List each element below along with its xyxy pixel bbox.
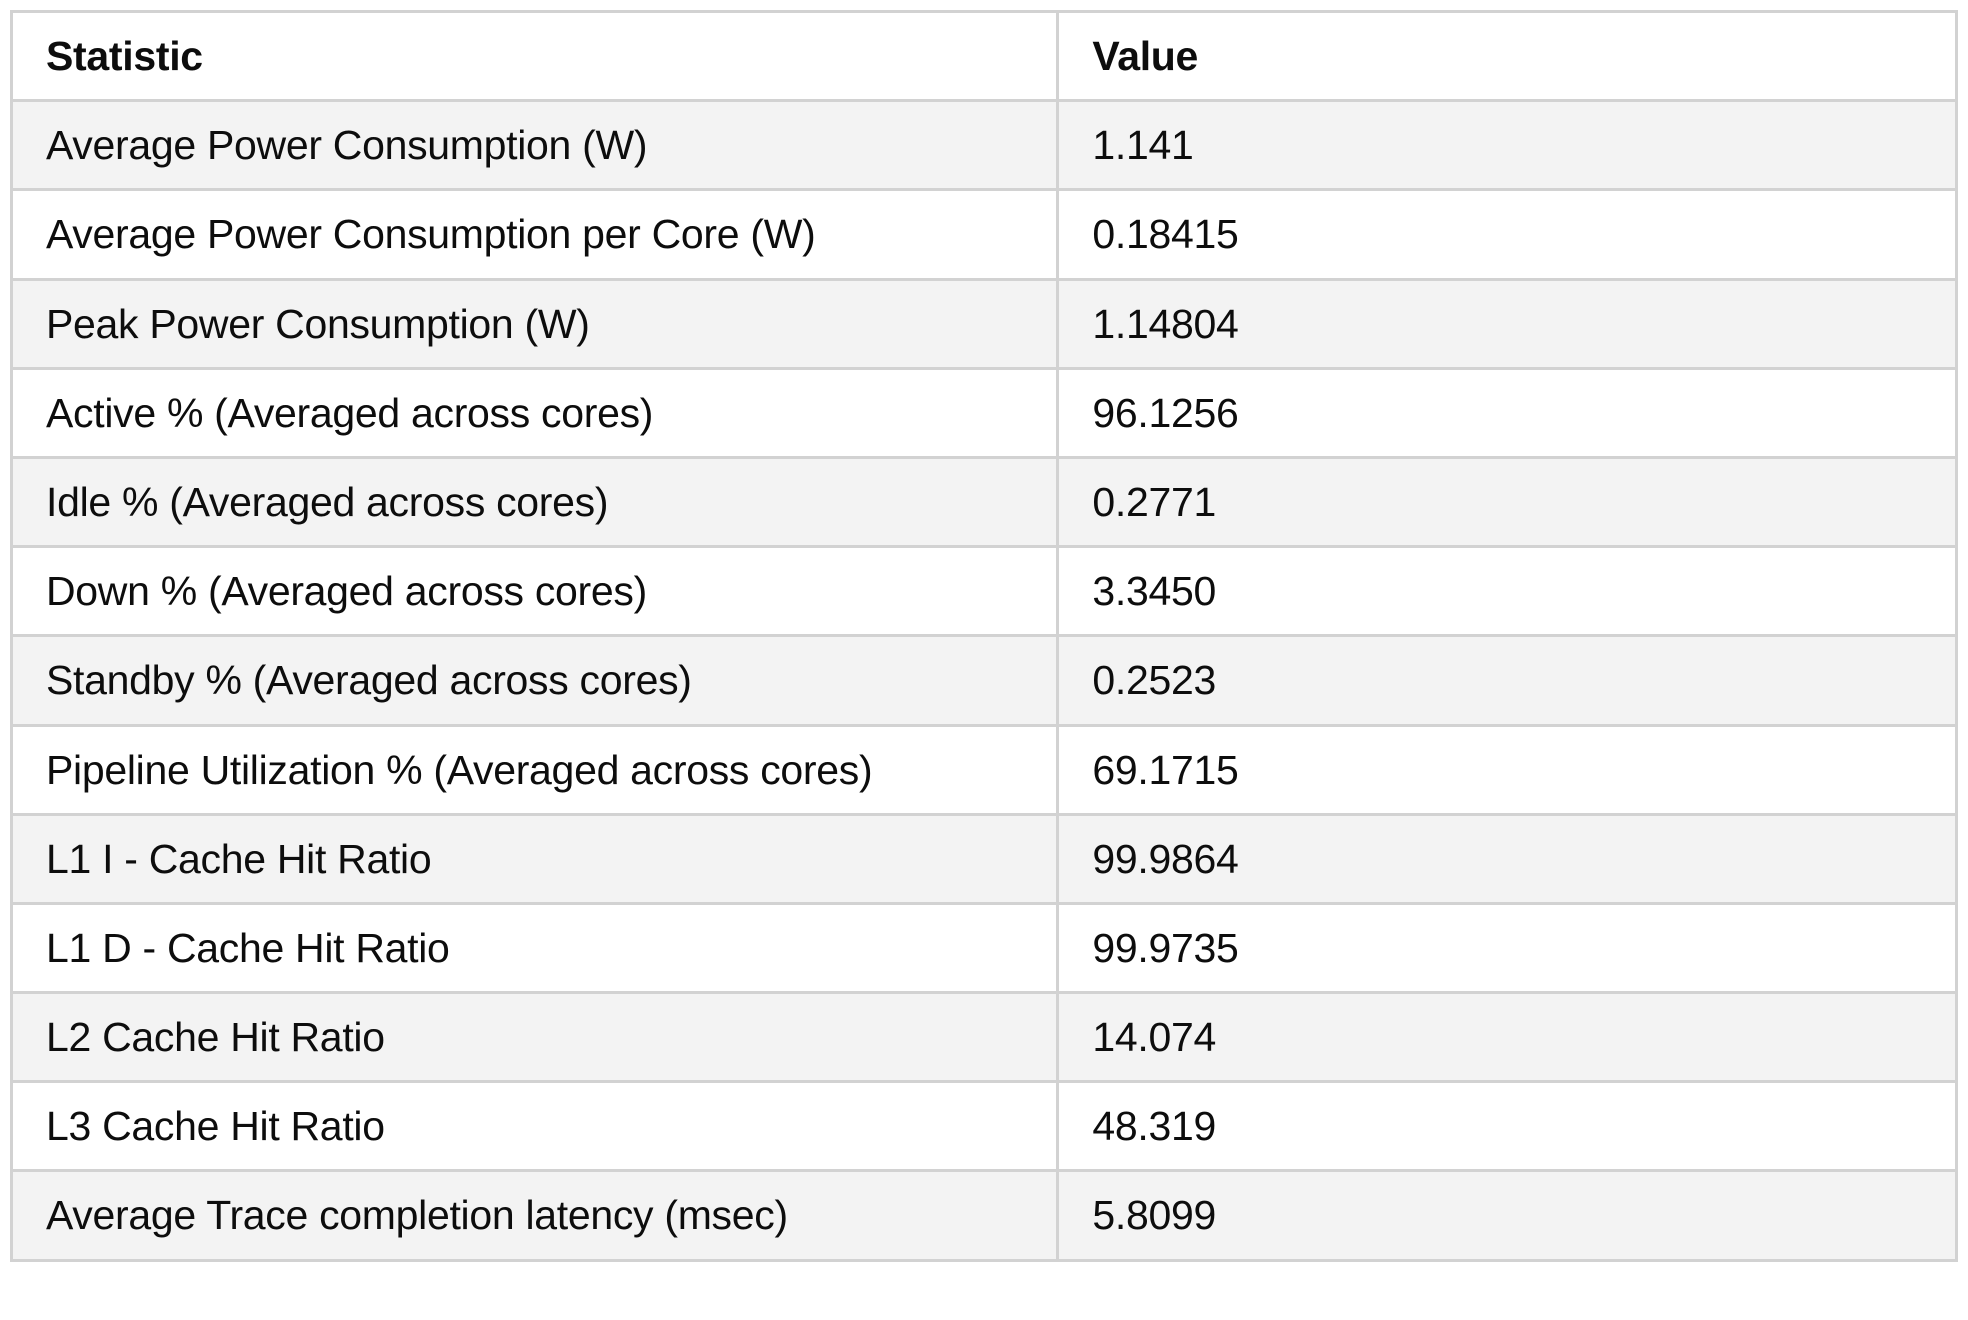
value-cell: 1.14804 — [1056, 277, 1958, 370]
value-cell: 69.1715 — [1056, 723, 1958, 816]
statistic-cell: Average Power Consumption per Core (W) — [9, 188, 1060, 281]
value-cell: 96.1256 — [1056, 366, 1958, 459]
value-column-header: Value — [1056, 9, 1958, 103]
table-row: L3 Cache Hit Ratio 48.319 — [9, 1080, 1958, 1173]
statistic-column-header: Statistic — [9, 9, 1060, 103]
value-cell: 3.3450 — [1056, 545, 1958, 638]
value-cell: 48.319 — [1056, 1080, 1958, 1173]
table-row: Peak Power Consumption (W) 1.14804 — [9, 277, 1958, 370]
table-row: Standby % (Averaged across cores) 0.2523 — [9, 634, 1958, 727]
statistics-table-header: Statistic Value — [9, 9, 1958, 103]
statistic-cell: L3 Cache Hit Ratio — [9, 1080, 1060, 1173]
value-cell: 0.18415 — [1056, 188, 1958, 281]
statistic-cell: Average Trace completion latency (msec) — [9, 1169, 1060, 1262]
statistics-table: Statistic Value Average Power Consumptio… — [9, 9, 1958, 1262]
table-row: Average Power Consumption per Core (W) 0… — [9, 188, 1958, 281]
table-row: Idle % (Averaged across cores) 0.2771 — [9, 455, 1958, 549]
table-row: L2 Cache Hit Ratio 14.074 — [9, 991, 1958, 1084]
statistic-cell: L2 Cache Hit Ratio — [9, 991, 1060, 1084]
stats-table-body: Average Power Consumption (W) 1.141 Aver… — [9, 99, 1958, 1262]
statistic-cell: Peak Power Consumption (W) — [9, 277, 1060, 370]
statistic-cell: Down % (Averaged across cores) — [9, 545, 1060, 638]
value-cell: 0.2771 — [1056, 455, 1958, 549]
value-cell: 14.074 — [1056, 991, 1958, 1084]
value-cell: 99.9735 — [1056, 901, 1958, 995]
statistic-cell: Pipeline Utilization % (Averaged across … — [9, 723, 1060, 816]
value-cell: 5.8099 — [1056, 1169, 1958, 1262]
table-row: Down % (Averaged across cores) 3.3450 — [9, 545, 1958, 638]
statistic-cell: Standby % (Averaged across cores) — [9, 634, 1060, 727]
statistic-cell: L1 D - Cache Hit Ratio — [9, 901, 1060, 995]
statistic-cell: L1 I - Cache Hit Ratio — [9, 812, 1060, 905]
table-row: Pipeline Utilization % (Averaged across … — [9, 723, 1958, 816]
statistic-cell: Active % (Averaged across cores) — [9, 366, 1060, 459]
header-row: Statistic Value — [9, 9, 1958, 103]
value-cell: 1.141 — [1056, 99, 1958, 192]
table-row: L1 D - Cache Hit Ratio 99.9735 — [9, 901, 1958, 995]
statistic-cell: Average Power Consumption (W) — [9, 99, 1060, 192]
table-row: Active % (Averaged across cores) 96.1256 — [9, 366, 1958, 459]
table-row: Average Trace completion latency (msec) … — [9, 1169, 1958, 1262]
table-row: Average Power Consumption (W) 1.141 — [9, 99, 1958, 192]
statistic-cell: Idle % (Averaged across cores) — [9, 455, 1060, 549]
table-row: L1 I - Cache Hit Ratio 99.9864 — [9, 812, 1958, 905]
value-cell: 99.9864 — [1056, 812, 1958, 905]
value-cell: 0.2523 — [1056, 634, 1958, 727]
